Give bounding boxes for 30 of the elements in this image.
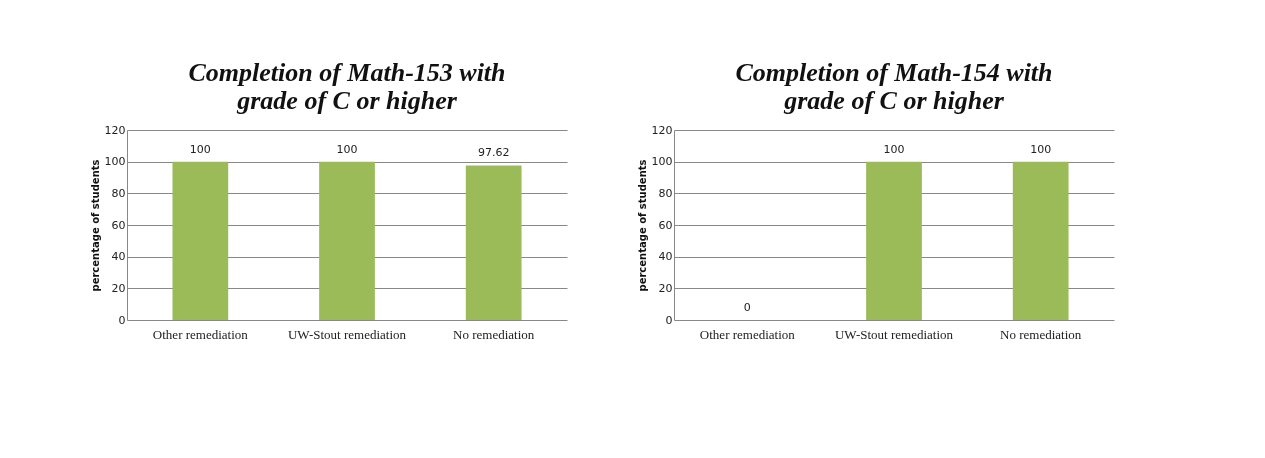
x-tick-label: No remediation [1000, 326, 1082, 342]
y-tick-label: 20 [111, 281, 126, 295]
x-tick-label: No remediation [453, 326, 535, 342]
y-tick-label: 20 [658, 281, 673, 295]
x-tick-label: UW-Stout remediation [834, 326, 954, 342]
y-tick-label: 60 [658, 218, 673, 232]
y-tick-label: 0 [665, 313, 673, 327]
y-tick-label: 0 [118, 313, 126, 327]
y-tick-label: 100 [104, 155, 126, 169]
x-tick-label: UW-Stout remediation [287, 326, 407, 342]
y-axis-title: percentage of students [636, 159, 648, 292]
y-tick-label: 80 [658, 186, 673, 200]
y-tick-label: 100 [651, 155, 673, 169]
y-tick-label: 120 [104, 123, 126, 137]
y-tick-label: 80 [111, 186, 126, 200]
y-tick-label: 40 [111, 250, 126, 264]
y-tick-label: 40 [658, 250, 673, 264]
chart-title: Completion of Math-153 with grade of C or higher [188, 58, 506, 115]
data-label: 100 [1030, 142, 1052, 156]
x-tick-label: Other remediation [152, 326, 249, 342]
data-label: 100 [336, 142, 358, 156]
y-tick-label: 120 [651, 123, 673, 137]
data-label: 100 [189, 142, 211, 156]
chart-title: Completion of Math-154 with grade of C or higher [735, 58, 1053, 115]
data-label: 100 [883, 142, 905, 156]
y-axis-title: percentage of students [89, 159, 101, 292]
y-tick-label: 60 [111, 218, 126, 232]
data-label: 97.62 [477, 146, 510, 160]
data-label: 0 [743, 301, 751, 314]
x-tick-label: Other remediation [699, 326, 796, 342]
